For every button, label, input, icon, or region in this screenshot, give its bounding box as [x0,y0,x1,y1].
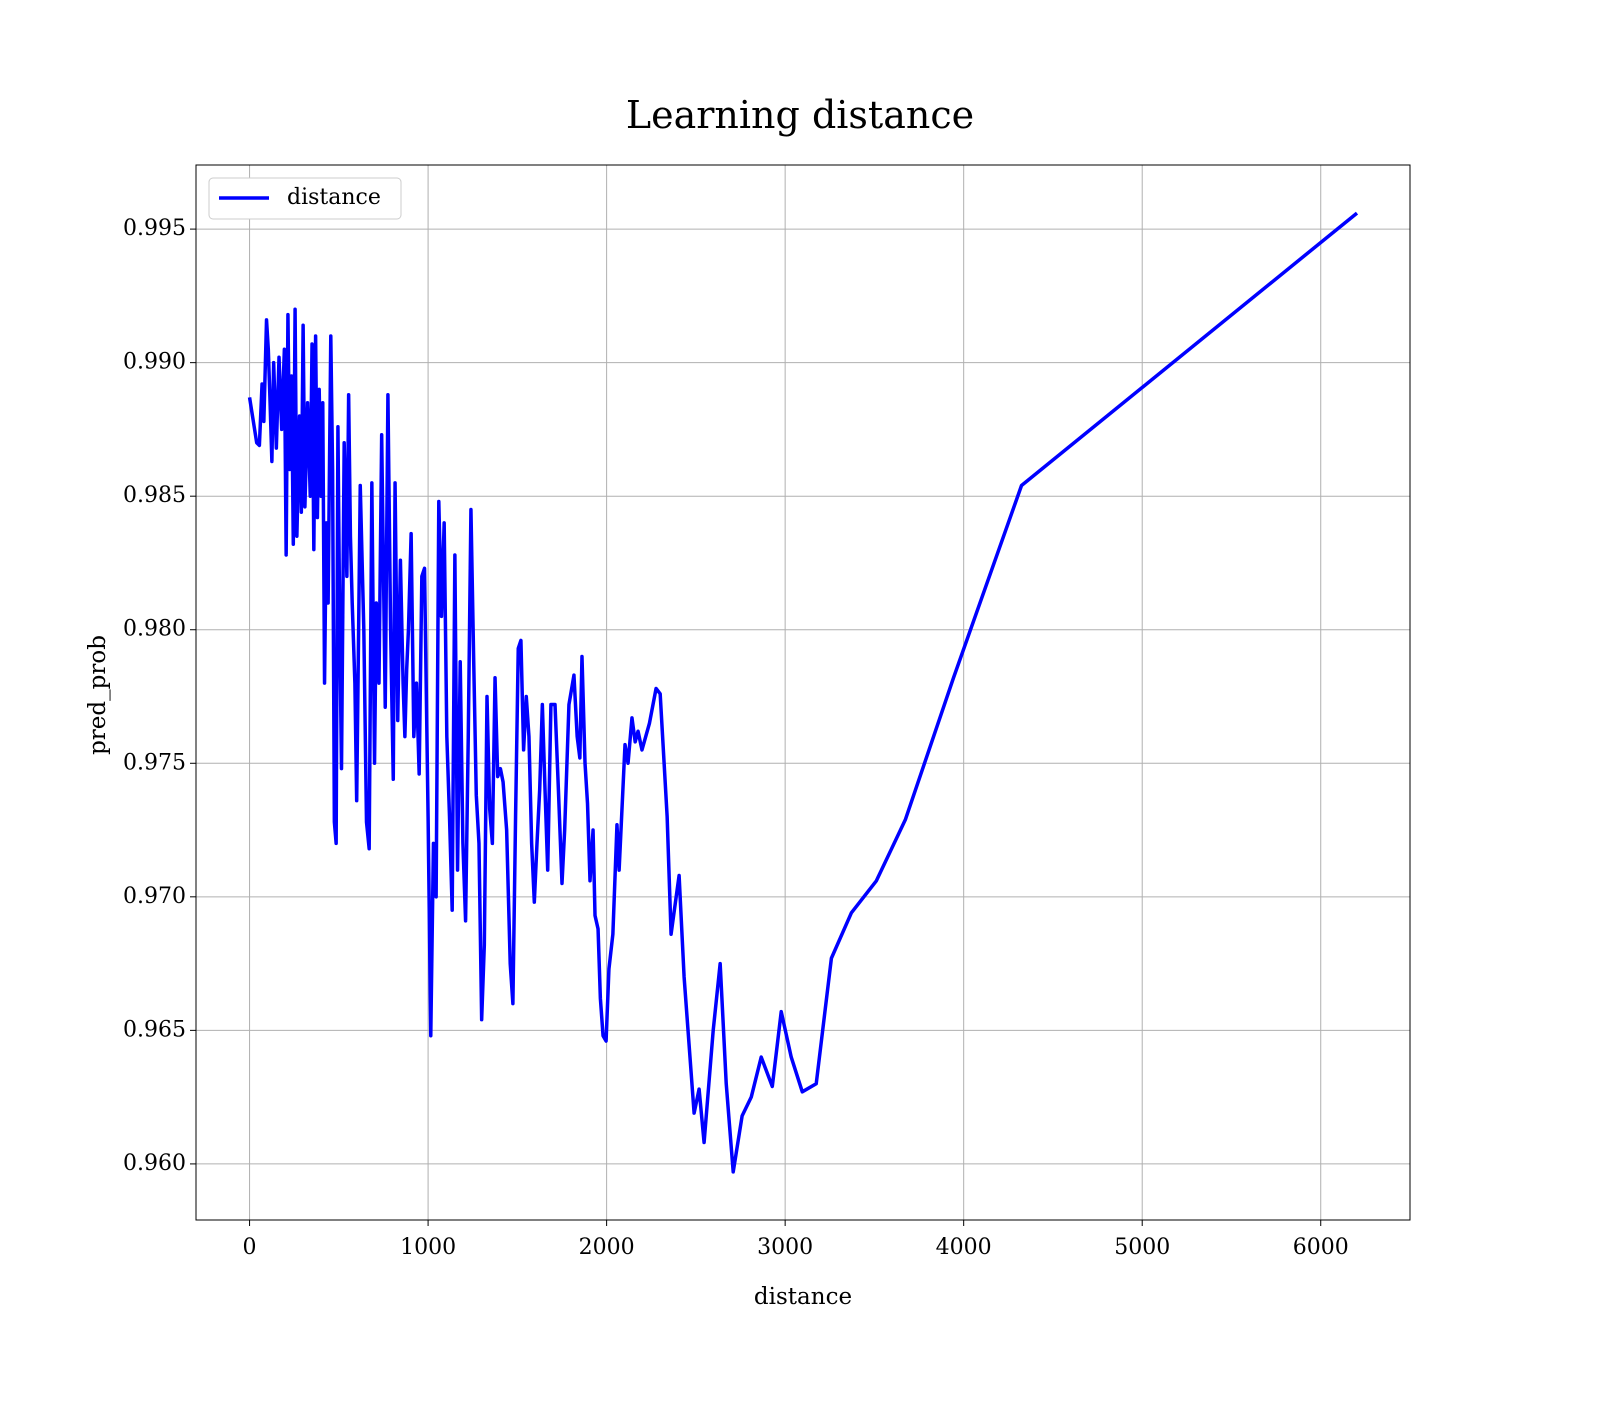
chart-title: Learning distance [626,93,974,137]
y-tick-label: 0.985 [123,483,186,508]
x-tick-label: 0 [243,1235,257,1260]
y-tick-label: 0.960 [123,1151,186,1176]
legend-box [208,177,402,220]
y-tick-label: 0.965 [123,1017,186,1042]
x-tick-label: 5000 [1114,1235,1170,1260]
y-tick-label: 0.970 [123,884,186,909]
x-tick-label: 2000 [579,1235,635,1260]
x-tick-label: 6000 [1293,1235,1349,1260]
x-axis-label: distance [754,1284,852,1310]
y-tick-label: 0.990 [123,350,186,375]
y-tick-label: 0.995 [123,216,186,241]
y-axis-label: pred_prob [85,635,111,755]
y-tick-label: 0.980 [123,617,186,642]
plot-frame [195,164,1411,1221]
data-line [247,211,1359,1174]
x-tick-label: 1000 [400,1235,456,1260]
x-tick-label: 3000 [757,1235,813,1260]
legend-label: distance [287,185,381,210]
x-tick-label: 4000 [936,1235,992,1260]
y-tick-label: 0.975 [123,750,186,775]
